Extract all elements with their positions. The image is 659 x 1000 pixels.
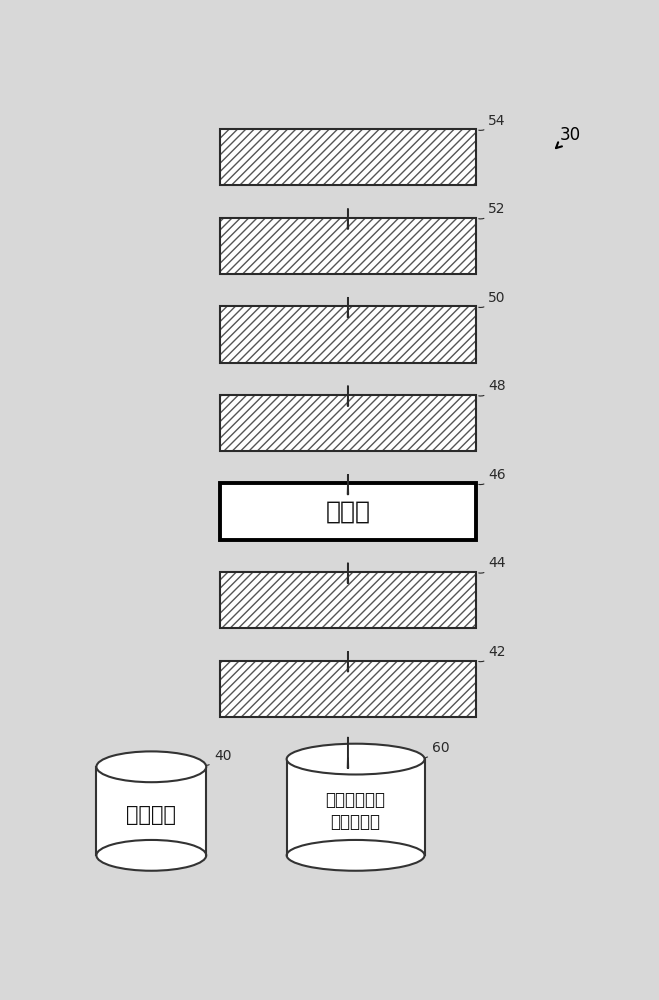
Bar bbox=[220, 395, 476, 451]
Text: 54: 54 bbox=[488, 114, 506, 128]
Bar bbox=[220, 395, 476, 451]
Text: 50: 50 bbox=[488, 291, 506, 305]
Text: 60: 60 bbox=[432, 741, 450, 755]
Bar bbox=[220, 306, 476, 363]
Bar bbox=[220, 129, 476, 185]
Bar bbox=[220, 218, 476, 274]
Text: 52: 52 bbox=[488, 202, 506, 216]
Bar bbox=[220, 572, 476, 628]
Text: 48: 48 bbox=[488, 379, 506, 393]
Bar bbox=[220, 483, 476, 540]
Text: 42: 42 bbox=[488, 645, 506, 659]
Bar bbox=[220, 572, 476, 628]
Bar bbox=[220, 129, 476, 185]
Ellipse shape bbox=[287, 840, 424, 871]
Text: 30: 30 bbox=[560, 126, 581, 144]
Ellipse shape bbox=[96, 840, 206, 871]
Text: 隐藏层: 隐藏层 bbox=[326, 500, 370, 524]
Bar bbox=[220, 306, 476, 363]
Bar bbox=[220, 661, 476, 717]
Text: 说话人自适应
用声音数据: 说话人自适应 用声音数据 bbox=[326, 791, 386, 831]
Bar bbox=[220, 395, 476, 451]
Text: 声音数据: 声音数据 bbox=[127, 805, 177, 825]
Ellipse shape bbox=[96, 751, 206, 782]
Bar bbox=[220, 129, 476, 185]
Text: 44: 44 bbox=[488, 556, 506, 570]
Bar bbox=[220, 218, 476, 274]
Bar bbox=[220, 218, 476, 274]
Ellipse shape bbox=[287, 744, 424, 774]
Bar bbox=[220, 661, 476, 717]
Bar bbox=[96, 767, 206, 855]
Text: 46: 46 bbox=[488, 468, 506, 482]
Bar bbox=[287, 759, 424, 855]
Bar bbox=[220, 661, 476, 717]
Bar bbox=[220, 306, 476, 363]
Bar bbox=[220, 572, 476, 628]
Text: 40: 40 bbox=[214, 749, 231, 763]
